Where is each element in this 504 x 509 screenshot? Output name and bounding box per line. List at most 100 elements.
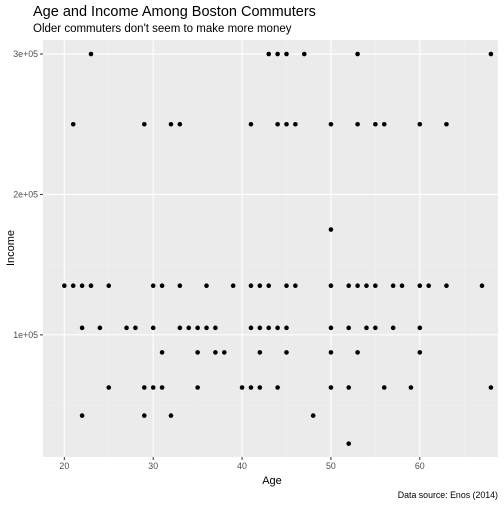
data-point <box>142 385 147 390</box>
data-point <box>150 283 156 289</box>
data-point <box>62 283 67 289</box>
data-point <box>328 350 334 355</box>
data-point <box>426 283 431 289</box>
data-point <box>266 283 272 289</box>
data-point <box>213 350 218 355</box>
data-point <box>186 325 192 331</box>
data-point <box>70 283 76 289</box>
data-point <box>79 413 85 418</box>
data-point <box>88 283 94 289</box>
data-point <box>390 325 396 331</box>
x-axis: 20 30 40 50 60 <box>59 457 425 471</box>
data-point <box>257 283 263 289</box>
data-point <box>142 121 147 127</box>
data-point <box>373 121 378 127</box>
data-point <box>257 385 263 390</box>
x-tick-label: 50 <box>326 461 336 471</box>
data-point <box>133 325 138 331</box>
data-point <box>257 350 263 355</box>
data-point <box>346 283 352 289</box>
data-point <box>328 227 334 232</box>
y-tick-label: 2e+05 <box>13 189 38 199</box>
data-point <box>195 385 200 390</box>
data-point <box>70 121 76 127</box>
data-point <box>373 283 378 289</box>
data-point <box>248 325 254 331</box>
data-point <box>79 325 85 331</box>
data-point <box>97 325 103 331</box>
data-point <box>328 121 334 127</box>
data-point <box>230 283 236 289</box>
data-point <box>168 413 174 418</box>
data-point <box>301 51 307 57</box>
data-point <box>381 385 387 390</box>
data-point <box>488 51 494 57</box>
data-point <box>159 283 165 289</box>
chart-title: Age and Income Among Boston Commuters <box>33 4 316 20</box>
data-point <box>88 51 94 57</box>
x-tick-label: 30 <box>148 461 158 471</box>
data-point <box>346 325 352 331</box>
data-point <box>444 121 449 127</box>
data-point <box>195 325 200 331</box>
data-point <box>328 385 334 390</box>
data-points <box>62 51 494 446</box>
y-axis-title: Income <box>5 230 17 266</box>
data-point <box>284 350 289 355</box>
data-point <box>373 325 378 331</box>
data-point <box>142 413 147 418</box>
data-point <box>399 283 405 289</box>
data-point <box>346 385 352 390</box>
data-point <box>266 51 272 57</box>
data-point <box>284 51 289 57</box>
data-point <box>444 283 449 289</box>
data-point <box>213 325 218 331</box>
data-point <box>355 350 360 355</box>
data-point <box>266 325 272 331</box>
data-point <box>293 283 298 289</box>
data-point <box>284 325 289 331</box>
data-point <box>328 325 334 331</box>
chart-caption: Data source: Enos (2014) <box>398 490 498 500</box>
data-point <box>364 283 369 289</box>
data-point <box>275 325 280 331</box>
data-point <box>195 350 200 355</box>
data-point <box>248 385 254 390</box>
x-tick-label: 20 <box>59 461 69 471</box>
data-point <box>275 121 280 127</box>
data-point <box>168 121 174 127</box>
data-point <box>204 283 209 289</box>
data-point <box>488 385 494 390</box>
data-point <box>150 325 156 331</box>
data-point <box>355 121 360 127</box>
data-point <box>177 121 183 127</box>
data-point <box>355 51 360 57</box>
data-point <box>381 121 387 127</box>
data-point <box>159 385 165 390</box>
data-point <box>257 325 263 331</box>
x-axis-title: Age <box>262 475 282 487</box>
data-point <box>124 325 129 331</box>
data-point <box>284 283 289 289</box>
data-point <box>355 283 360 289</box>
data-point <box>364 325 369 331</box>
data-point <box>417 350 423 355</box>
data-point <box>204 325 209 331</box>
data-point <box>417 325 423 331</box>
data-point <box>346 441 352 446</box>
data-point <box>177 283 183 289</box>
x-tick-label: 40 <box>237 461 247 471</box>
data-point <box>159 350 165 355</box>
y-tick-label: 1e+05 <box>13 330 38 340</box>
plot-panel <box>43 40 498 457</box>
x-tick-label: 60 <box>415 461 425 471</box>
data-point <box>248 121 254 127</box>
data-point <box>275 51 280 57</box>
data-point <box>79 283 85 289</box>
data-point <box>239 385 245 390</box>
data-point <box>310 413 316 418</box>
data-point <box>106 385 112 390</box>
data-point <box>417 283 423 289</box>
data-point <box>479 283 485 289</box>
